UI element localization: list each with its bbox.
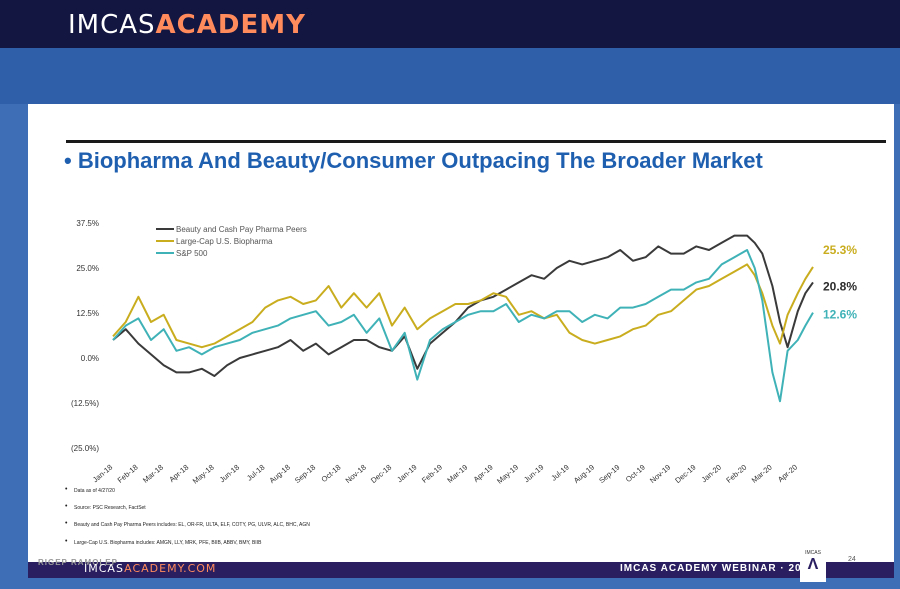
x-tick-label: Sep-19	[597, 463, 621, 485]
footer-bar	[28, 562, 894, 578]
x-tick-label: Mar-20	[750, 463, 774, 485]
x-tick-label: Feb-19	[420, 463, 444, 485]
footer-logo[interactable]: IMCASACADEMY.COM	[84, 562, 216, 575]
x-tick-label: Apr-19	[472, 463, 495, 484]
page-number: 24	[848, 556, 856, 563]
y-tick-label: 25.0%	[76, 264, 99, 273]
x-tick-label: Jan-18	[91, 463, 114, 485]
x-tick-label: Nov-19	[648, 463, 672, 485]
x-tick-label: Jul-19	[549, 463, 570, 483]
y-tick-label: 0.0%	[81, 354, 99, 363]
legend-label: S&P 500	[176, 249, 208, 258]
x-tick-label: Jan-20	[700, 463, 723, 485]
logo-imcas-text: IMCAS	[68, 10, 156, 40]
note-beauty-peers: Beauty and Cash Pay Pharma Peers include…	[65, 520, 310, 528]
note-source: Source: PSC Research, FactSet	[65, 503, 146, 511]
y-tick-label: 12.5%	[76, 309, 99, 318]
title-rule	[66, 140, 886, 143]
x-tick-label: Aug-19	[572, 463, 596, 485]
x-tick-label: Mar-19	[445, 463, 469, 485]
x-tick-label: Aug-18	[268, 463, 292, 485]
y-tick-label: 37.5%	[76, 219, 99, 228]
x-tick-label: Sep-18	[293, 463, 317, 485]
x-tick-label: Nov-18	[344, 463, 368, 485]
footer-logo-imcas: IMCAS	[84, 562, 125, 575]
series-end-label: 20.8%	[823, 279, 857, 293]
presentation-slide: • Biopharma And Beauty/Consumer Outpacin…	[28, 104, 894, 574]
brand-mark-text: IMCAS	[805, 550, 821, 556]
x-tick-label: Jun-18	[218, 463, 241, 485]
x-tick-label: Dec-18	[369, 463, 393, 485]
x-tick-label: Dec-19	[673, 463, 697, 485]
x-tick-label: Feb-18	[116, 463, 140, 485]
webinar-label: IMCAS ACADEMY WEBINAR · 2020	[620, 563, 815, 574]
x-tick-label: Apr-18	[167, 463, 190, 484]
slide-title: • Biopharma And Beauty/Consumer Outpacin…	[64, 148, 763, 173]
series-line	[112, 234, 814, 377]
x-tick-label: May-19	[495, 463, 520, 486]
y-tick-label: (12.5%)	[71, 399, 99, 408]
x-tick-label: May-18	[191, 463, 216, 486]
x-tick-label: Jul-18	[245, 463, 266, 483]
x-tick-label: Oct-18	[320, 463, 343, 484]
series-line	[112, 249, 814, 403]
footer-logo-academy: ACADEMY.COM	[124, 562, 217, 575]
legend-label: Beauty and Cash Pay Pharma Peers	[176, 225, 307, 234]
series-line	[112, 263, 814, 349]
brand-mark-icon: Λ	[807, 556, 819, 573]
note-biopharma-peers: Large-Cap U.S. Biopharma includes: AMGN,…	[65, 538, 261, 546]
x-tick-label: Jan-19	[395, 463, 418, 485]
x-tick-label: Feb-20	[724, 463, 748, 485]
logo-academy-text: ACADEMY	[155, 10, 306, 40]
note-data-date: Data as of 4/27/20	[65, 486, 115, 494]
imcas-academy-logo: IMCASACADEMY	[68, 10, 306, 40]
legend-label: Large-Cap U.S. Biopharma	[176, 237, 273, 246]
x-tick-label: Jun-19	[522, 463, 545, 485]
imcas-brand-mark: IMCAS Λ	[800, 548, 826, 582]
blue-band	[0, 48, 900, 104]
series-end-label: 12.6%	[823, 308, 857, 322]
x-tick-label: Apr-20	[776, 463, 799, 484]
top-banner: IMCASACADEMY	[0, 0, 900, 48]
y-tick-label: (25.0%)	[71, 444, 99, 453]
performance-line-chart: 37.5%25.0%12.5%0.0%(12.5%)(25.0%)Jan-18 F…	[71, 219, 857, 486]
x-tick-label: Mar-18	[141, 463, 165, 485]
series-end-label: 25.3%	[823, 243, 857, 257]
presenter-name: RIGEP RAMOLEP	[38, 558, 118, 567]
x-tick-label: Oct-19	[624, 463, 647, 484]
